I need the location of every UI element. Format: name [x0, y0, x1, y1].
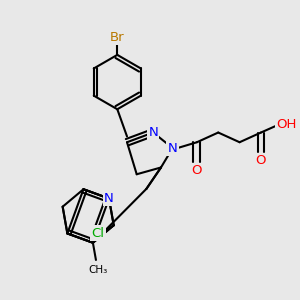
Text: Cl: Cl [92, 226, 105, 240]
Text: N: N [104, 192, 114, 205]
Text: OH: OH [276, 118, 296, 131]
Text: O: O [192, 164, 202, 177]
Text: N: N [168, 142, 178, 154]
Text: CH₃: CH₃ [88, 265, 107, 275]
Text: Br: Br [110, 31, 124, 44]
Text: N: N [148, 126, 158, 139]
Text: O: O [256, 154, 266, 167]
